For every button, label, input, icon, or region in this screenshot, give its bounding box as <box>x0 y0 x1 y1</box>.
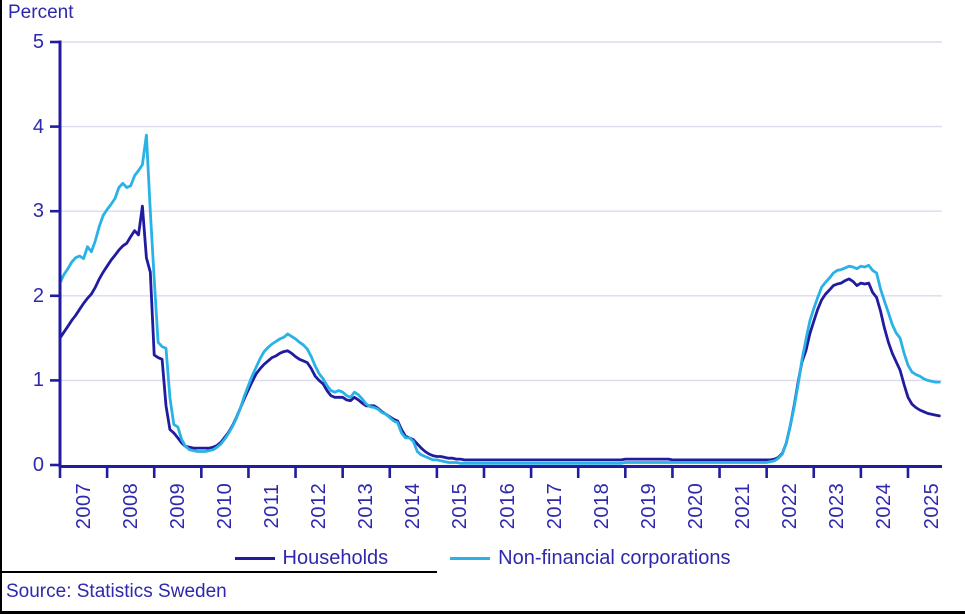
y-axis-tick-label: 1 <box>32 369 44 392</box>
page-bottom-border <box>0 611 965 614</box>
y-axis-tick-label: 5 <box>32 31 44 53</box>
legend-swatch-nfc <box>450 556 491 560</box>
footer-divider-line <box>0 571 437 573</box>
legend-label-households: Households <box>282 546 389 569</box>
y-axis-unit-label: Percent <box>8 2 74 23</box>
page-left-border <box>0 0 2 614</box>
legend-label-nfc: Non-financial corporations <box>498 546 731 569</box>
legend-item-households: Households <box>234 546 389 570</box>
y-axis-tick-label: 2 <box>32 284 44 307</box>
y-axis-tick-label: 4 <box>32 115 44 138</box>
chart-legend: Households Non-financial corporations <box>0 545 965 571</box>
y-axis-tick-label: 0 <box>32 454 44 476</box>
y-axis-tick-label: 3 <box>32 200 44 223</box>
x-axis-year-label: 2025 <box>920 482 943 530</box>
line-chart-plot <box>50 40 942 478</box>
source-note: Source: Statistics Sweden <box>6 581 227 602</box>
legend-item-nfc: Non-financial corporations <box>450 547 730 570</box>
legend-swatch-households <box>234 556 275 560</box>
